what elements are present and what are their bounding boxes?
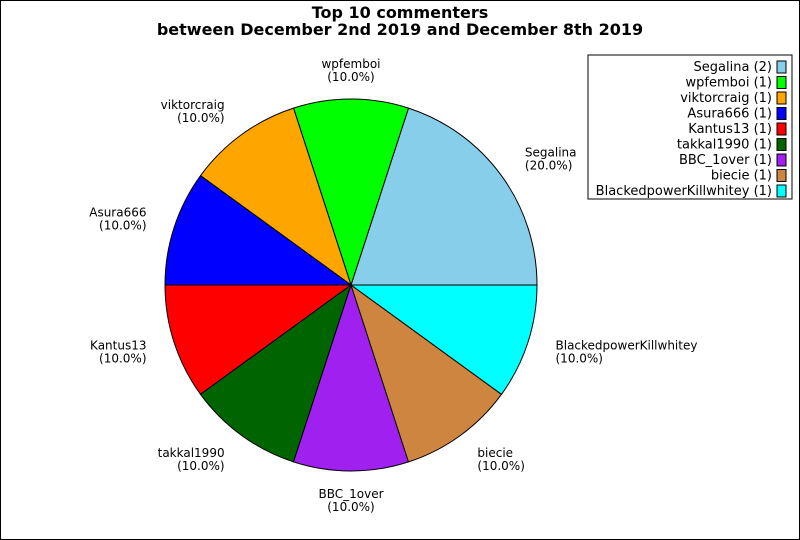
slice-percent-blackedpowerkillwhitey: (10.0%)	[556, 351, 603, 365]
legend-label-biecie: biecie (1)	[711, 169, 772, 184]
legend-label-bbc-1over: BBC_1over (1)	[679, 153, 772, 168]
pie-slice-takkal1990	[199, 283, 352, 463]
legend-swatch-segalina	[776, 60, 787, 74]
slice-label-wpfemboi: wpfemboi	[321, 57, 380, 71]
slice-label-kantus13: Kantus13	[90, 338, 146, 352]
legend-swatch-bbc-1over	[776, 153, 787, 167]
chart-title-line-2: between December 2nd 2019 and December 8…	[157, 20, 643, 39]
pie-slice-blackedpowerkillwhitey	[349, 284, 538, 396]
slice-percent-bbc-1over: (10.0%)	[327, 500, 374, 514]
legend-swatch-kantus13	[776, 122, 787, 136]
legend-swatch-viktorcraig	[776, 91, 787, 105]
pie-labels: Segalina(20.0%)wpfemboi(10.0%)viktorcrai…	[89, 57, 697, 514]
legend-swatch-biecie	[776, 169, 787, 182]
slice-label-segalina: Segalina	[525, 146, 577, 160]
legend-label-viktorcraig: viktorcraig (1)	[680, 91, 772, 106]
slice-label-bbc-1over: BBC_1over	[318, 487, 383, 501]
legend-label-takkal1990: takkal1990 (1)	[677, 138, 772, 153]
legend-label-wpfemboi: wpfemboi (1)	[686, 76, 773, 91]
legend-label-segalina: Segalina (2)	[694, 60, 772, 75]
legend-swatch-blackedpowerkillwhitey	[776, 184, 787, 198]
legend-swatch-asura666	[776, 107, 787, 120]
pie-slices	[164, 98, 538, 472]
legend-label-kantus13: Kantus13 (1)	[688, 122, 772, 137]
legend: Segalina (2)wpfemboi (1)viktorcraig (1)A…	[587, 54, 793, 200]
pie-slice-asura666	[164, 174, 353, 286]
slice-percent-wpfemboi: (10.0%)	[327, 70, 374, 84]
slice-percent-kantus13: (10.0%)	[99, 351, 146, 365]
chart-title-line-1: Top 10 commenters	[312, 3, 489, 22]
legend-swatch-takkal1990	[776, 138, 787, 151]
slice-label-blackedpowerkillwhitey: BlackedpowerKillwhitey	[556, 338, 698, 352]
slice-percent-asura666: (10.0%)	[99, 219, 146, 233]
slice-label-takkal1990: takkal1990	[158, 446, 225, 460]
slice-percent-biecie: (10.0%)	[477, 459, 524, 473]
slice-percent-takkal1990: (10.0%)	[177, 459, 224, 473]
legend-swatch-wpfemboi	[776, 76, 787, 89]
slice-percent-viktorcraig: (10.0%)	[177, 111, 224, 125]
pie-slice-segalina	[350, 107, 538, 286]
pie-slice-viktorcraig	[199, 107, 352, 287]
pie-slice-wpfemboi	[292, 98, 410, 287]
pie-slice-bbc-1over	[292, 283, 410, 472]
slice-label-biecie: biecie	[477, 446, 513, 460]
pie-slice-biecie	[350, 283, 503, 463]
legend-box	[587, 54, 793, 200]
slice-percent-segalina: (20.0%)	[525, 159, 572, 173]
pie-slice-kantus13	[164, 284, 353, 396]
legend-label-blackedpowerkillwhitey: BlackedpowerKillwhitey (1)	[596, 184, 772, 199]
legend-label-asura666: Asura666 (1)	[687, 107, 772, 122]
slice-label-asura666: Asura666	[89, 206, 146, 220]
slice-label-viktorcraig: viktorcraig	[161, 98, 225, 112]
